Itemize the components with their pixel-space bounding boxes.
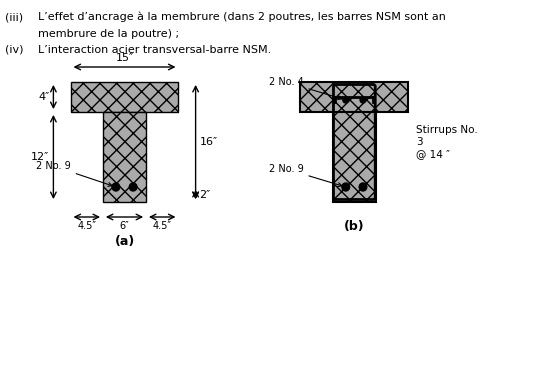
Circle shape	[112, 183, 120, 191]
Text: L’effet d’ancrage à la membrure (dans 2 poutres, les barres NSM sont an: L’effet d’ancrage à la membrure (dans 2 …	[38, 12, 446, 22]
Text: 15″: 15″	[115, 53, 134, 63]
Circle shape	[343, 97, 349, 103]
Text: 12″: 12″	[31, 152, 49, 162]
Bar	[71, 82, 178, 112]
Circle shape	[342, 183, 350, 191]
Bar	[301, 82, 408, 112]
Bar	[333, 112, 376, 202]
Text: 2 No. 4: 2 No. 4	[268, 77, 342, 99]
Text: (a): (a)	[114, 235, 135, 248]
Bar	[103, 112, 146, 202]
Text: 6″: 6″	[120, 221, 129, 231]
Text: 4.5″: 4.5″	[153, 221, 172, 231]
Circle shape	[360, 97, 366, 103]
Text: 16″: 16″	[199, 137, 217, 147]
Text: 2″: 2″	[199, 189, 211, 200]
Text: (b): (b)	[344, 220, 365, 233]
Circle shape	[129, 183, 137, 191]
Text: (iii): (iii)	[5, 12, 23, 22]
Text: 4.5″: 4.5″	[77, 221, 96, 231]
Text: L’interaction acier transversal-barre NSM.: L’interaction acier transversal-barre NS…	[38, 45, 272, 55]
Circle shape	[359, 183, 367, 191]
Text: membrure de la poutre) ;: membrure de la poutre) ;	[38, 29, 179, 39]
Text: Stirrups No.
3
@ 14 ″: Stirrups No. 3 @ 14 ″	[416, 126, 477, 159]
Text: 4″: 4″	[38, 92, 49, 102]
Text: 2 No. 9: 2 No. 9	[36, 161, 112, 186]
Text: 2 No. 9: 2 No. 9	[268, 164, 342, 186]
Text: (iv): (iv)	[5, 45, 23, 55]
